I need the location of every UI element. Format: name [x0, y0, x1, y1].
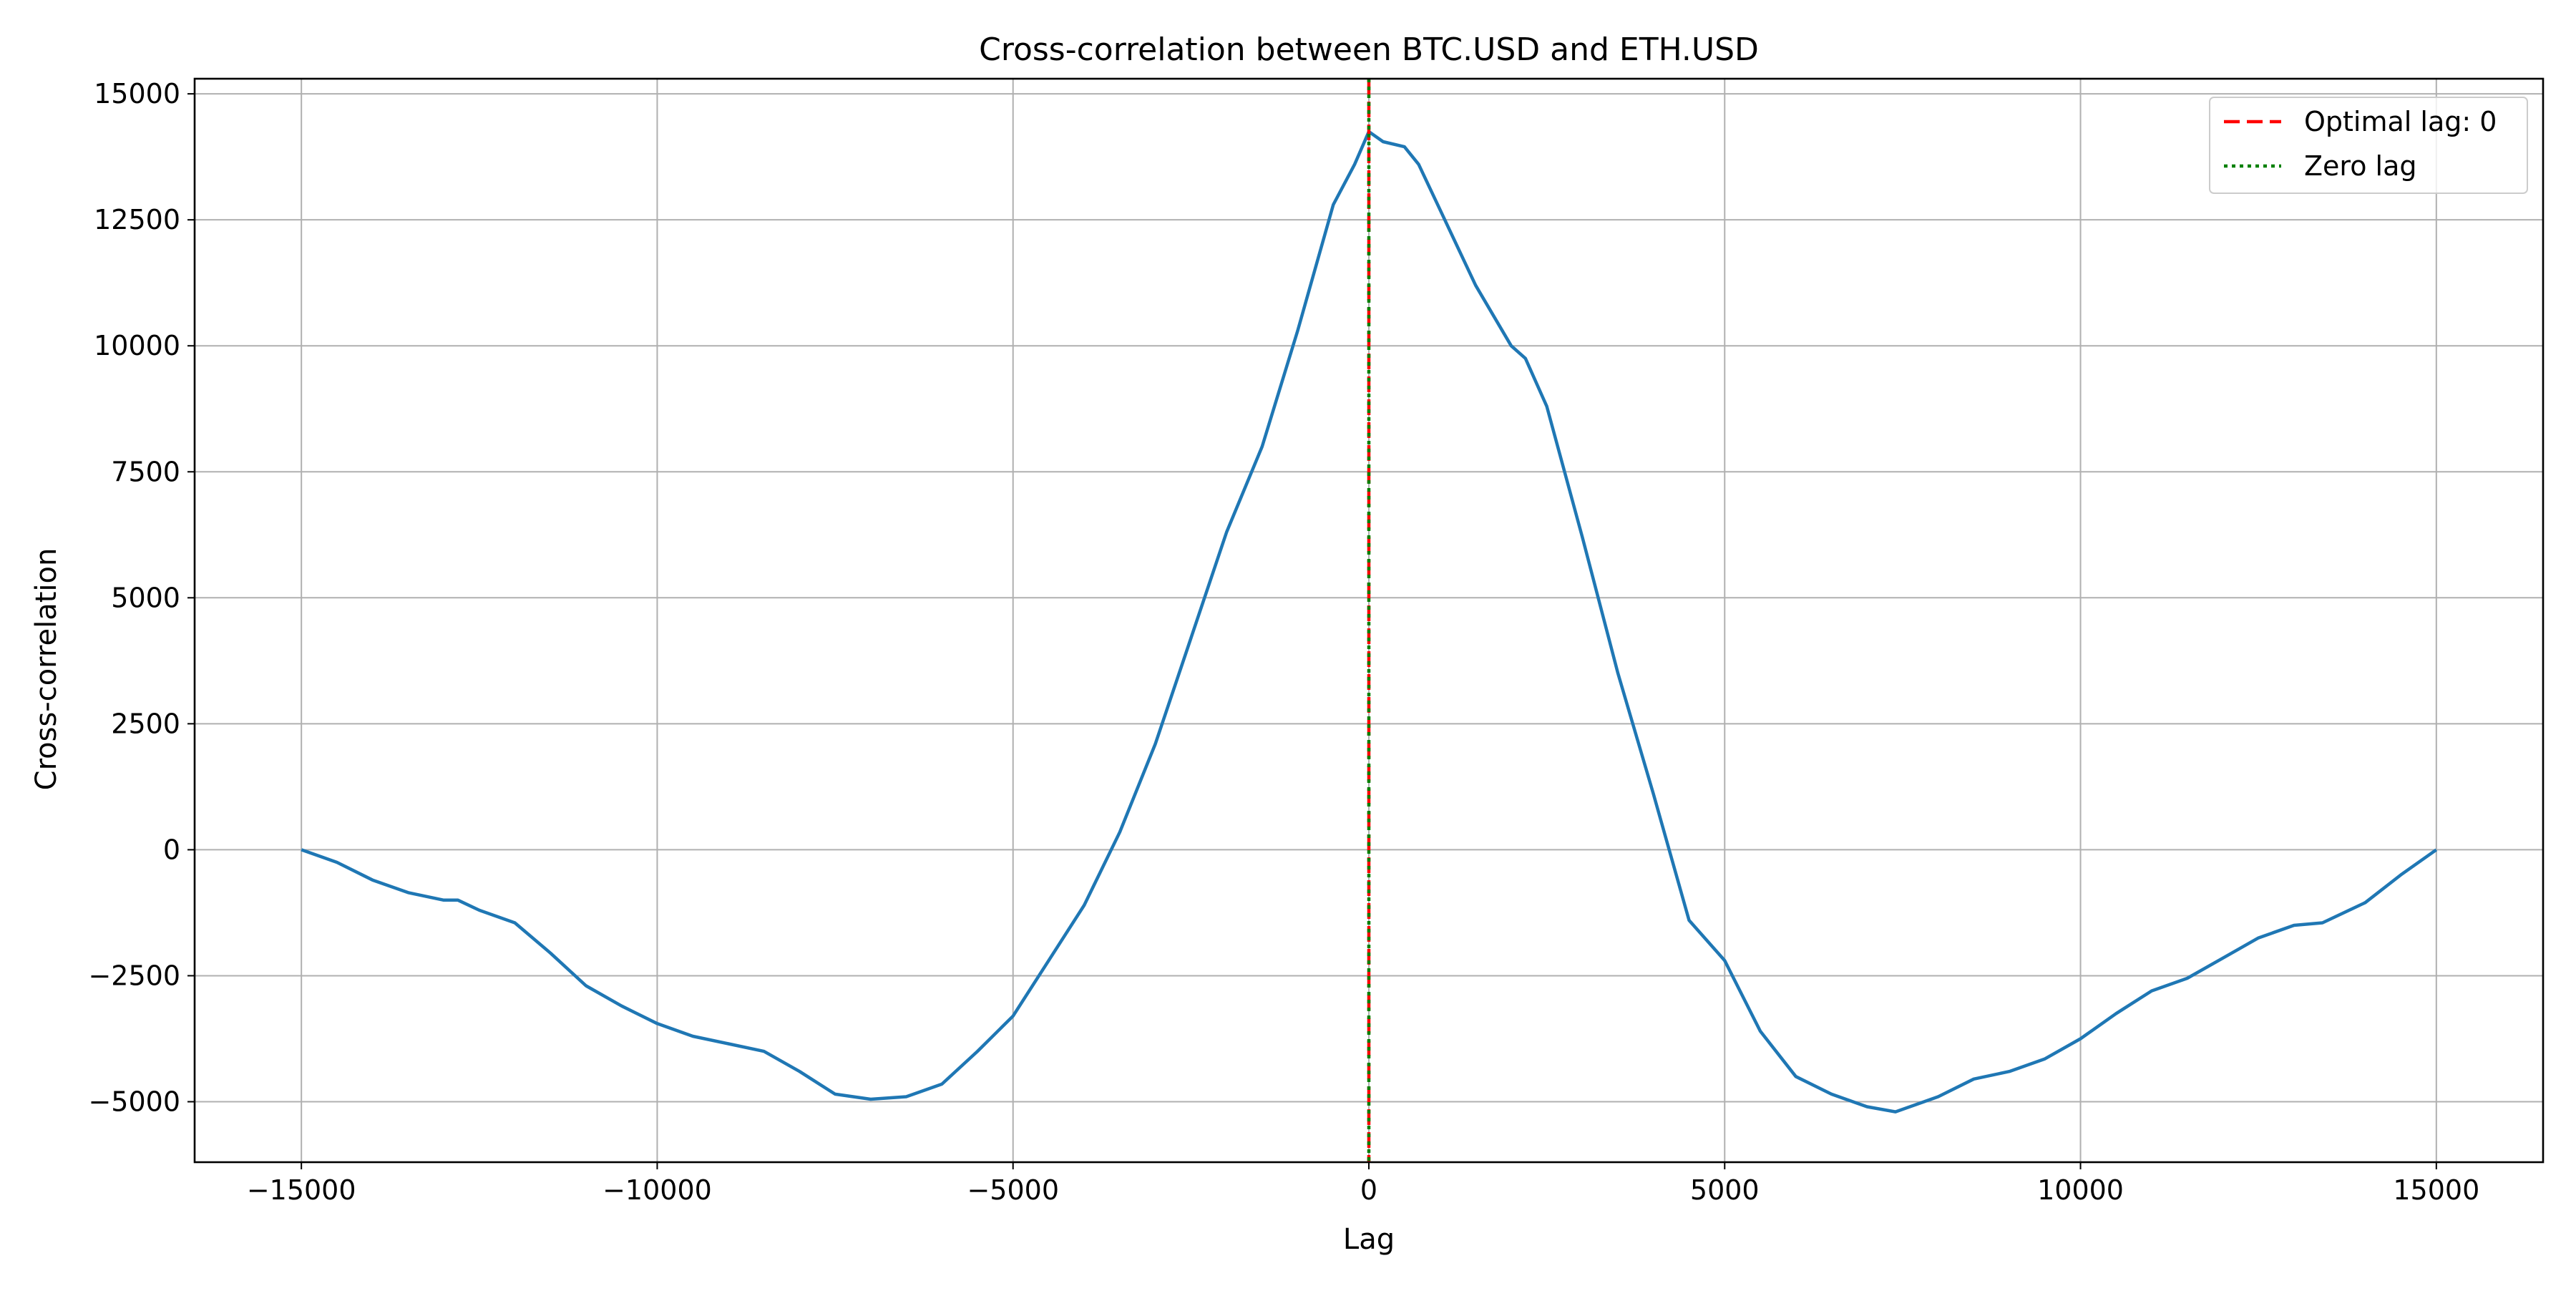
- y-tick-label: 15000: [94, 78, 180, 109]
- y-tick-label: −5000: [88, 1086, 180, 1117]
- y-axis-label: Cross-correlation: [30, 548, 63, 791]
- cross-correlation-line: [301, 130, 2438, 1114]
- legend: Optimal lag: 0 Zero lag: [2209, 97, 2528, 194]
- x-axis-label: Lag: [1343, 1223, 1395, 1256]
- x-tick-label: −5000: [967, 1174, 1059, 1206]
- x-tick-label: −10000: [602, 1174, 712, 1206]
- legend-box: [2209, 97, 2528, 194]
- x-tick-label: 10000: [2037, 1174, 2124, 1206]
- x-tick-label: 5000: [1690, 1174, 1760, 1206]
- plot-data: [301, 79, 2438, 1162]
- y-tick-label: 2500: [111, 708, 180, 739]
- y-tick-label: 10000: [94, 330, 180, 361]
- chart-title: Cross-correlation between BTC.USD and ET…: [979, 31, 1759, 68]
- legend-zero-lag-label: Zero lag: [2304, 150, 2417, 182]
- y-tick-label: 12500: [94, 204, 180, 235]
- legend-optimal-lag-label: Optimal lag: 0: [2304, 106, 2497, 137]
- x-tick-label: 0: [1360, 1174, 1377, 1206]
- y-tick-label: −2500: [88, 960, 180, 991]
- y-tick-label: 0: [163, 834, 180, 865]
- y-tick-label: 5000: [111, 582, 180, 613]
- ticks: −15000 −10000 −5000 0 5000 10000 15000 −5000 −25…: [88, 78, 2479, 1206]
- y-tick-label: 7500: [111, 456, 180, 487]
- x-tick-label: 15000: [2393, 1174, 2479, 1206]
- x-tick-label: −15000: [247, 1174, 356, 1206]
